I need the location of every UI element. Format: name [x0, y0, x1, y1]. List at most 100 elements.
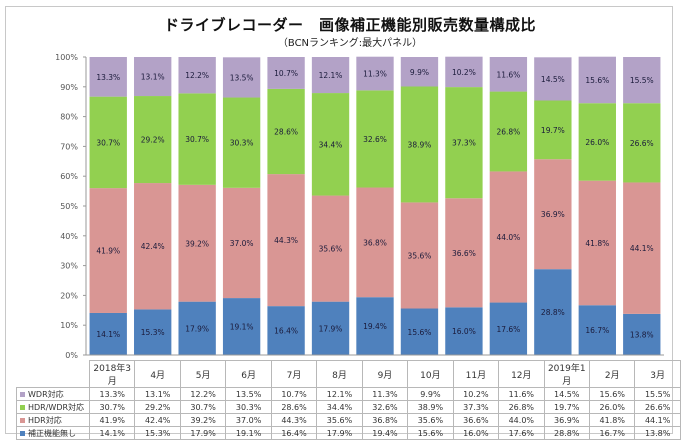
table-cell: 41.8% [588, 413, 636, 427]
bar-data-label: 13.8% [630, 330, 654, 339]
legend-entry: HDR対応 [16, 413, 90, 427]
table-cell: 11.3% [361, 387, 409, 401]
table-row: HDR対応 41.9% 42.4% 39.2% 37.0% 44.3% 35.6% 36.8%… [16, 413, 681, 427]
bar-segment [267, 88, 305, 175]
bar-data-label: 29.2% [141, 136, 165, 145]
bar-segment [578, 180, 616, 306]
table-cell: 26.8% [498, 400, 545, 414]
table-cell: 35.6% [316, 413, 363, 427]
y-tick-label: 10% [60, 321, 78, 330]
table-cell: 44.1% [634, 413, 681, 427]
bar-segment [311, 93, 350, 196]
bar-data-label: 16.7% [585, 326, 609, 335]
bar-data-label: 35.6% [408, 251, 432, 260]
table-row: 補正機能無し 14.1% 15.3% 17.9% 19.1% 16.4% 17.9% 19.4… [16, 426, 681, 440]
table-cell: 15.3% [134, 426, 181, 440]
bar-segment [400, 86, 439, 203]
legend-label: HDR/WDR対応 [28, 402, 85, 412]
table-cell: 36.6% [452, 413, 500, 427]
table-cell: 36.9% [543, 413, 590, 427]
bar-segment [89, 312, 127, 355]
legend-label: 補正機能無し [28, 428, 76, 438]
bar-data-label: 13.5% [230, 73, 254, 82]
legend-swatch [20, 417, 25, 423]
legend-label: HDR対応 [28, 415, 62, 425]
bar-segment [134, 57, 172, 97]
legend-entry: 補正機能無し [16, 426, 90, 440]
bar-segment [489, 91, 528, 172]
x-tick-label: 11月 [452, 360, 500, 388]
bar-data-label: 30.7% [96, 138, 120, 147]
chart-subtitle: （BCNランキング:最大パネル） [277, 38, 423, 49]
bar-segment [534, 100, 572, 160]
bar-segment [623, 57, 661, 104]
table-cell: 17.6% [498, 426, 545, 440]
table-cell: 14.5% [543, 387, 590, 401]
bar-segment [623, 313, 661, 355]
bar-segment [578, 305, 616, 355]
bar-segment [489, 171, 528, 303]
bar-data-label: 15.6% [585, 76, 609, 85]
table-cell: 15.6% [407, 426, 454, 440]
bar-data-label: 32.6% [363, 135, 387, 144]
bar-data-label: 36.8% [363, 238, 387, 247]
legend-entry: WDR対応 [16, 387, 90, 401]
y-tick-label: 80% [60, 113, 78, 122]
bar-data-label: 12.1% [319, 71, 343, 80]
table-cell: 13.5% [225, 387, 272, 401]
table-cell: 19.1% [225, 426, 272, 440]
table-cell: 28.8% [543, 426, 590, 440]
table-cell: 14.1% [88, 426, 136, 440]
table-cell: 35.6% [407, 413, 454, 427]
bar-segment [445, 87, 483, 199]
table-cell: 28.6% [270, 400, 318, 414]
y-tick-label: 20% [60, 291, 78, 300]
bar-segment [222, 298, 261, 355]
table-cell: 39.2% [179, 413, 227, 427]
legend-entry: HDR/WDR対応 [16, 400, 90, 414]
bar-segment [534, 269, 572, 355]
bar-data-label: 37.3% [452, 139, 476, 148]
bar-data-label: 15.3% [141, 328, 165, 337]
bar-segment [89, 96, 127, 189]
bar-data-label: 44.3% [274, 236, 298, 245]
table-cell: 15.6% [588, 387, 636, 401]
bar-data-label: 10.2% [452, 68, 476, 77]
legend-swatch [20, 430, 25, 436]
table-cell: 26.0% [588, 400, 636, 414]
bar-segment [356, 90, 394, 188]
table-row: HDR/WDR対応 30.7% 29.2% 30.7% 30.3% 28.6% 34.4% 3… [16, 400, 681, 414]
table-cell: 32.6% [361, 400, 409, 414]
chart-title: ドライブレコーダー 画像補正機能別販売数量構成比 [163, 16, 536, 34]
bar-segment [400, 57, 439, 87]
bar-data-label: 9.9% [410, 68, 429, 77]
x-tick-label: 4月 [134, 360, 181, 388]
y-tick-label: 90% [60, 83, 78, 92]
bar-segment [356, 56, 394, 91]
bar-data-label: 19.7% [541, 126, 565, 135]
table-cell: 12.1% [316, 387, 363, 401]
bar-data-label: 14.1% [96, 330, 120, 339]
bar-data-label: 12.2% [185, 71, 209, 80]
bar-data-label: 37.0% [230, 239, 254, 248]
bar-segment [311, 195, 350, 302]
bar-segment [489, 302, 528, 355]
bar-data-label: 16.4% [274, 327, 298, 336]
table-cell: 12.2% [179, 387, 227, 401]
x-tick-label: 12月 [498, 360, 545, 388]
x-tick-label: 5月 [179, 360, 227, 388]
table-cell: 26.6% [634, 400, 681, 414]
y-tick-label: 0% [65, 351, 78, 360]
table-cell: 13.1% [134, 387, 181, 401]
bar-data-label: 17.9% [319, 324, 343, 333]
bar-data-label: 26.0% [585, 138, 609, 147]
bar-segment [489, 57, 528, 92]
bar-segment [89, 57, 127, 97]
bar-data-label: 17.6% [496, 325, 520, 334]
bar-segment [311, 57, 350, 94]
bar-data-label: 15.6% [408, 328, 432, 337]
bar-data-label: 11.6% [496, 70, 520, 79]
bar-segment [89, 188, 127, 313]
table-cell: 30.3% [225, 400, 272, 414]
bar-data-label: 14.5% [541, 75, 565, 84]
